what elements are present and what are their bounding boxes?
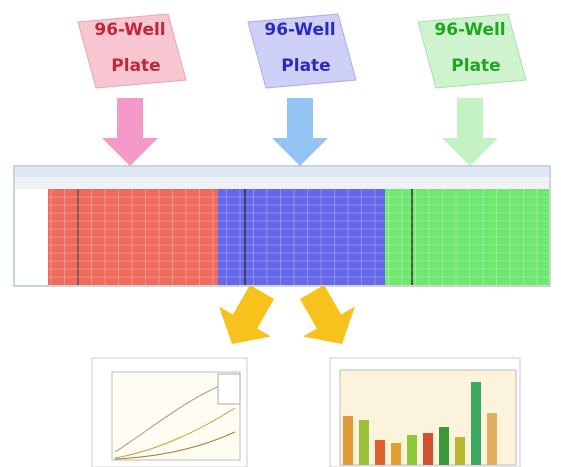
arrow xyxy=(442,98,498,166)
plate: 96-Well Plate xyxy=(417,13,527,89)
plate: 96-Well Plate xyxy=(77,13,187,89)
arrow xyxy=(219,285,275,344)
red-block xyxy=(48,189,218,285)
arrow xyxy=(272,98,328,166)
plate: 96-Well Plate xyxy=(247,13,357,89)
plate-shape xyxy=(77,13,187,89)
plate-label: Plate xyxy=(281,56,330,76)
plate-label: Plate xyxy=(111,56,160,76)
plate-label: 96-Well xyxy=(94,20,165,40)
plate-label: 96-Well xyxy=(434,20,505,40)
plate-shape xyxy=(417,13,527,89)
bar-chart-thumbnail xyxy=(329,357,521,467)
plate-shape xyxy=(247,13,357,89)
plate-label: Plate xyxy=(451,56,500,76)
arrow xyxy=(102,98,158,166)
spreadsheet xyxy=(13,165,551,287)
toolbar xyxy=(15,167,549,177)
arrow xyxy=(299,285,355,344)
blue-block xyxy=(218,189,385,285)
plate-label: 96-Well xyxy=(264,20,335,40)
toolbar xyxy=(15,177,549,189)
line-chart-thumbnail xyxy=(91,357,248,467)
